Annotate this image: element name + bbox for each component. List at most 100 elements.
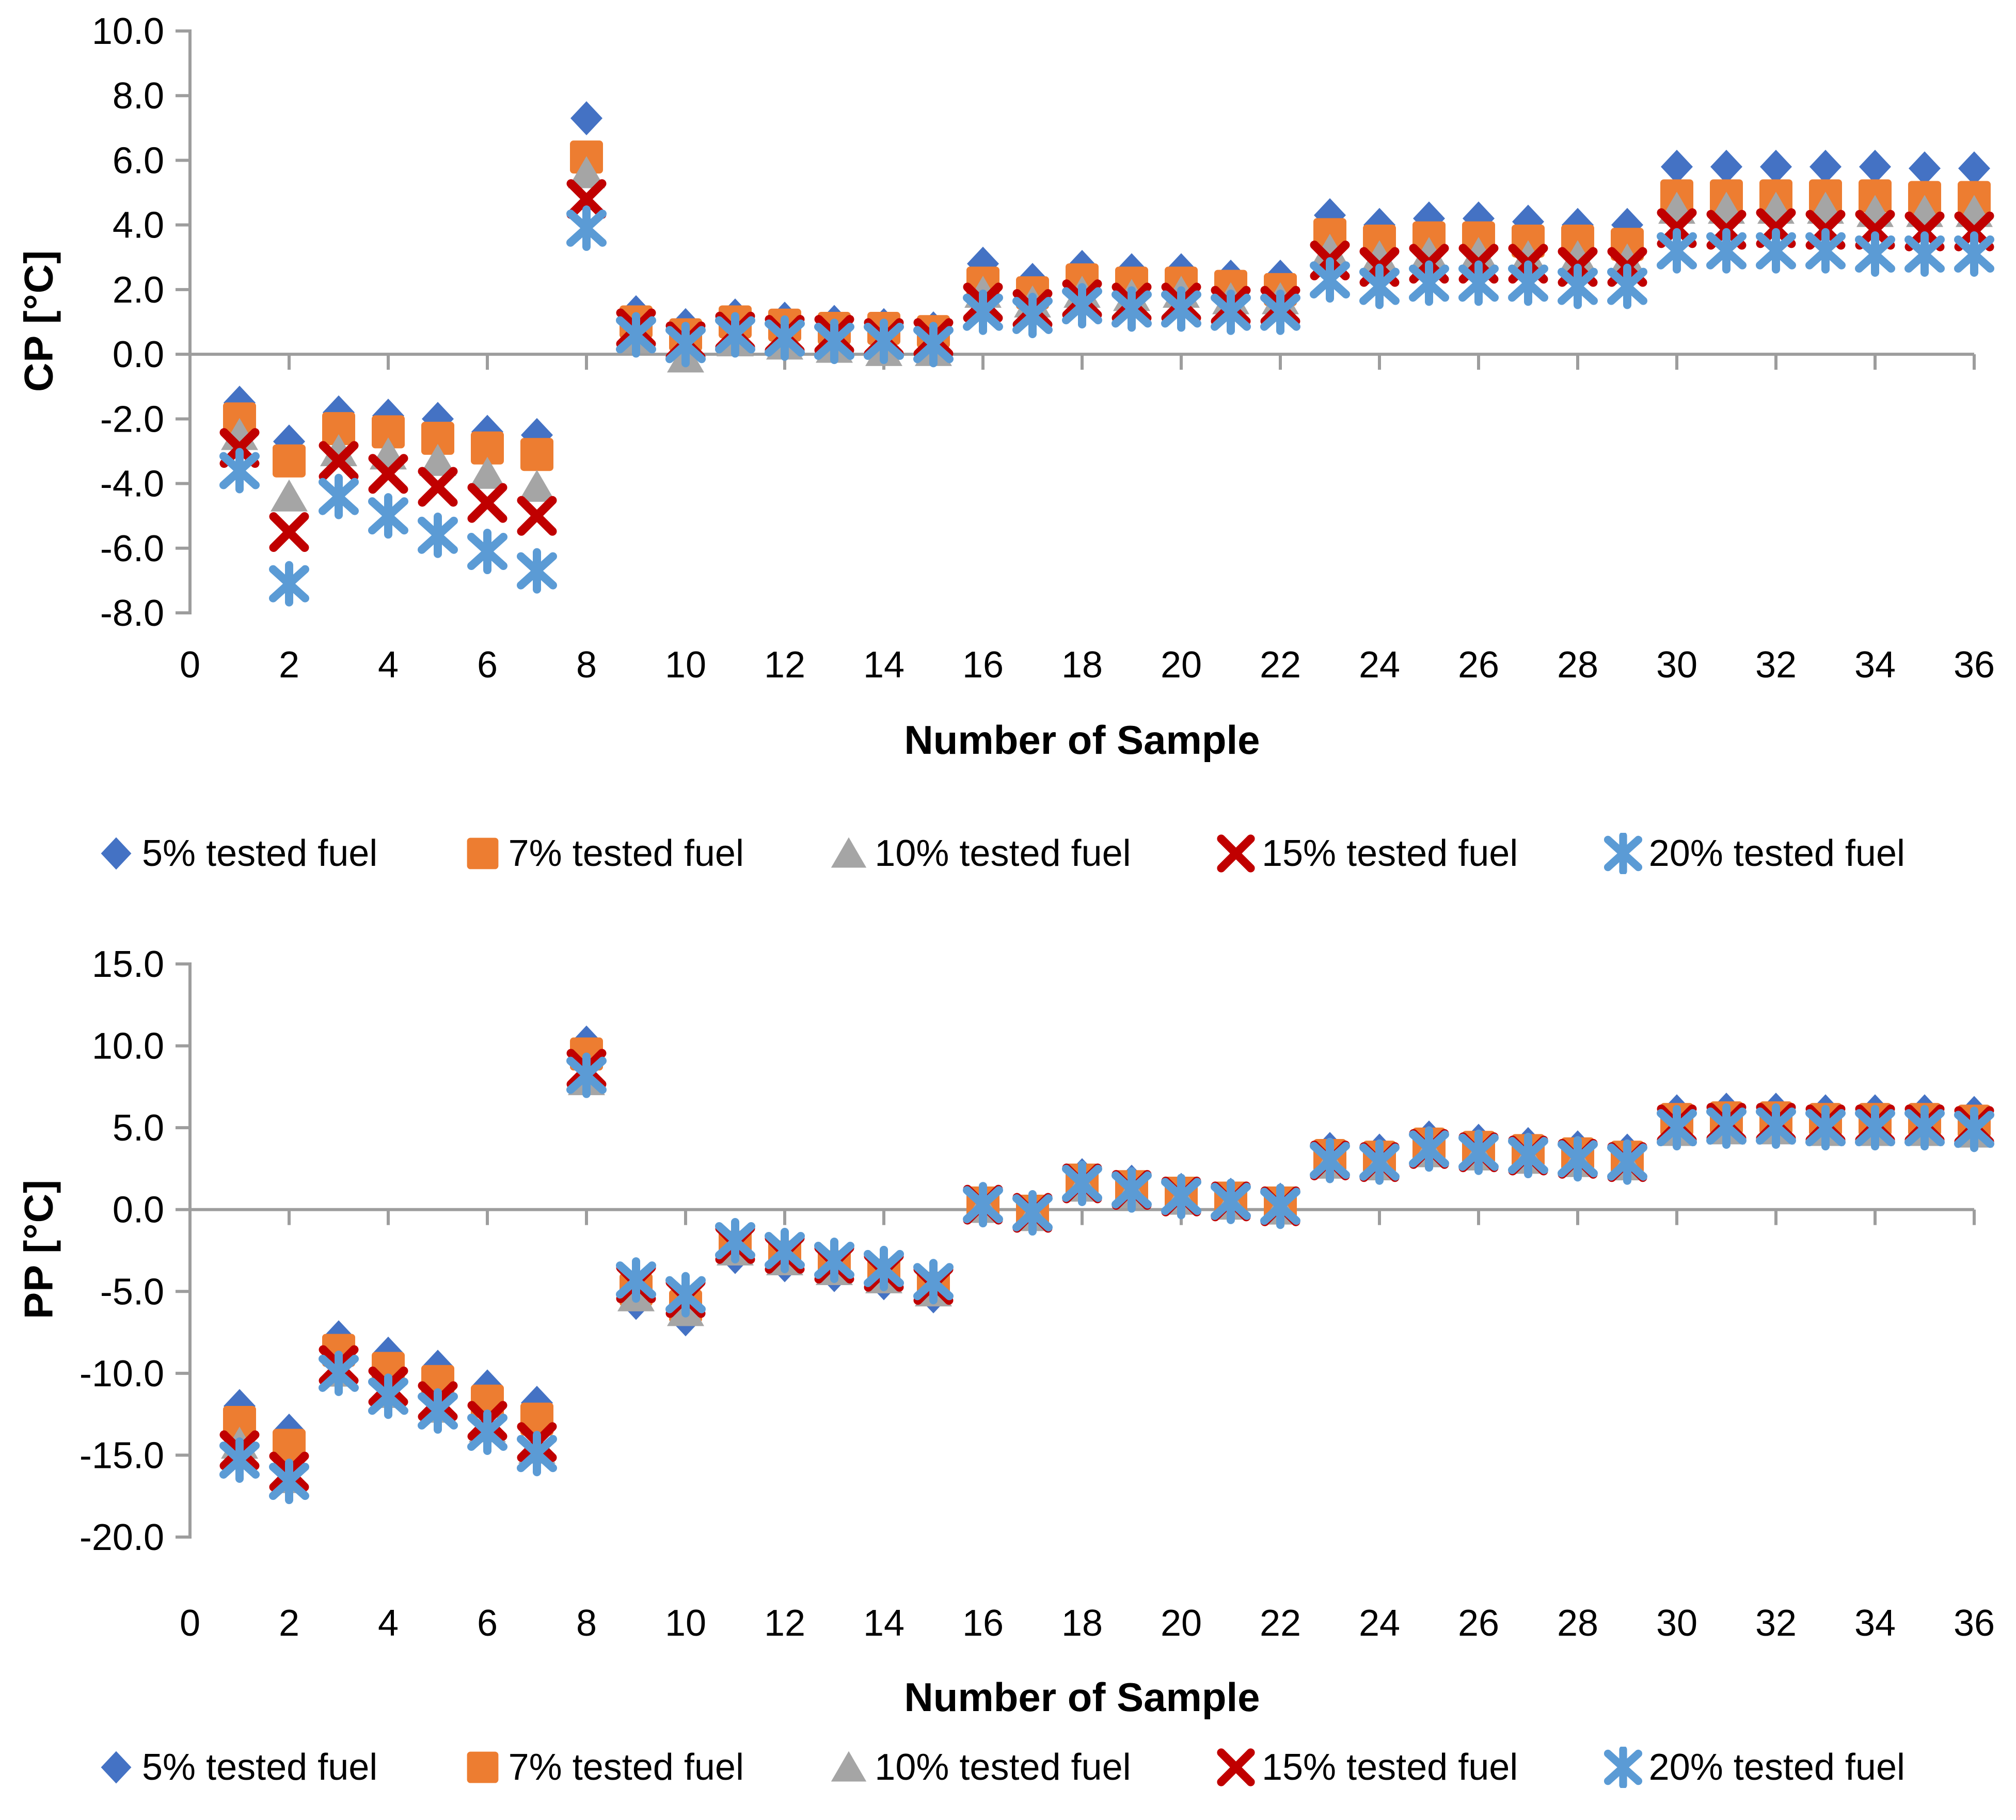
data-point-diamond xyxy=(101,1751,132,1784)
data-point-asterisk xyxy=(517,548,557,594)
y-tick-label: -5.0 xyxy=(100,1271,164,1312)
x-tick-label: 36 xyxy=(1954,644,1995,686)
data-point-x xyxy=(1217,834,1255,873)
data-point-triangle xyxy=(1510,240,1547,273)
data-point-asterisk xyxy=(1458,260,1499,306)
legend-item-5pct[interactable]: 5% tested fuel xyxy=(96,832,377,875)
series-5%-tested-fuel xyxy=(224,1025,1990,1448)
data-point-square xyxy=(471,431,504,465)
data-point-asterisk xyxy=(1904,1105,1945,1151)
data-point-square xyxy=(273,444,306,478)
data-point-asterisk xyxy=(1062,283,1102,329)
x-tick-label: 0 xyxy=(180,1603,200,1644)
x-tick-label: 24 xyxy=(1359,1603,1400,1644)
data-point-asterisk xyxy=(1855,231,1895,277)
data-point-triangle xyxy=(568,156,605,188)
legend-item-20pct[interactable]: 20% tested fuel xyxy=(1602,832,1905,875)
x-tick-label: 32 xyxy=(1755,1603,1797,1644)
data-point-square xyxy=(372,415,405,449)
legend-item-15pct[interactable]: 15% tested fuel xyxy=(1215,832,1518,875)
x-tick-label: 0 xyxy=(180,644,200,686)
data-point-asterisk xyxy=(517,1431,557,1477)
y-tick-label: -4.0 xyxy=(100,464,164,505)
legend-item-7pct[interactable]: 7% tested fuel xyxy=(462,1746,744,1789)
data-point-triangle xyxy=(1460,237,1497,270)
x-marker-icon xyxy=(1215,833,1257,874)
data-point-asterisk xyxy=(1607,263,1647,309)
data-point-x xyxy=(1217,1748,1255,1786)
data-point-asterisk xyxy=(1904,231,1945,277)
x-tick-label: 22 xyxy=(1260,1603,1301,1644)
data-point-asterisk xyxy=(1756,1103,1796,1149)
legend-item-10pct[interactable]: 10% tested fuel xyxy=(828,1746,1131,1789)
data-point-asterisk xyxy=(715,312,755,358)
square-marker-icon xyxy=(462,1747,503,1788)
y-tick-label: 0.0 xyxy=(113,1190,164,1231)
data-point-asterisk xyxy=(814,319,854,365)
legend-bottom: 5% tested fuel 7% tested fuel 10% tested… xyxy=(96,1739,1905,1796)
data-point-diamond xyxy=(570,101,602,136)
x-tick-label: 10 xyxy=(665,1603,706,1644)
data-point-asterisk xyxy=(1012,1190,1053,1236)
data-point-asterisk xyxy=(814,1238,854,1284)
y-tick-label: -15.0 xyxy=(80,1435,164,1476)
legend-item-20pct[interactable]: 20% tested fuel xyxy=(1602,1746,1905,1789)
x-tick-label: 30 xyxy=(1656,1603,1697,1644)
pp-plot-area: 15.010.05.00.0-5.0-10.0-15.0-20.00 2 4 6 8 10… xyxy=(80,944,1995,1644)
legend-item-label: 10% tested fuel xyxy=(875,1747,1131,1788)
data-point-asterisk xyxy=(1112,1167,1152,1213)
legend-item-label: 5% tested fuel xyxy=(142,833,378,874)
x-tick-label: 2 xyxy=(279,1603,299,1644)
x-tick-label: 4 xyxy=(378,644,399,686)
data-point-asterisk xyxy=(963,289,1003,335)
data-point-asterisk xyxy=(1062,1160,1102,1206)
x-tick-label: 20 xyxy=(1161,644,1202,686)
data-point-asterisk xyxy=(1211,1178,1251,1224)
data-point-asterisk xyxy=(963,1182,1003,1228)
data-point-asterisk xyxy=(765,315,805,361)
x-tick-label: 4 xyxy=(378,1603,399,1644)
data-point-asterisk xyxy=(913,1259,954,1305)
data-point-asterisk xyxy=(1161,286,1201,332)
data-point-triangle xyxy=(1609,243,1646,276)
cp-plot-area: 10.08.06.04.02.00.0-2.0-4.0-6.0-8.00 2 4 6 8… xyxy=(92,11,1995,686)
data-point-diamond xyxy=(1661,149,1693,184)
series-20%-tested-fuel xyxy=(219,1052,1994,1505)
y-tick-label: -10.0 xyxy=(80,1353,164,1395)
triangle-marker-icon xyxy=(828,833,869,874)
y-tick-label: 15.0 xyxy=(92,944,164,985)
data-point-asterisk xyxy=(1805,1105,1846,1151)
y-tick-label: 5.0 xyxy=(113,1107,164,1149)
data-point-triangle xyxy=(419,444,456,476)
x-tick-label: 2 xyxy=(279,644,299,686)
data-point-asterisk xyxy=(1508,1133,1548,1179)
legend-item-10pct[interactable]: 10% tested fuel xyxy=(828,832,1131,875)
y-tick-label: -8.0 xyxy=(100,593,164,634)
data-point-triangle xyxy=(1311,233,1348,266)
data-point-asterisk xyxy=(665,322,706,368)
legend-item-15pct[interactable]: 15% tested fuel xyxy=(1215,1746,1518,1789)
data-point-asterisk xyxy=(765,1228,805,1273)
x-tick-label: 36 xyxy=(1954,1603,1995,1644)
x-tick-label: 12 xyxy=(764,644,805,686)
legend-item-7pct[interactable]: 7% tested fuel xyxy=(462,832,744,875)
legend-item-5pct[interactable]: 5% tested fuel xyxy=(96,1746,377,1789)
data-point-asterisk xyxy=(467,1410,507,1455)
data-point-square xyxy=(322,412,355,446)
x-tick-label: 32 xyxy=(1755,644,1797,686)
data-point-asterisk xyxy=(1558,1136,1598,1182)
x-tick-label: 26 xyxy=(1458,644,1499,686)
data-point-asterisk xyxy=(1012,292,1053,338)
data-point-triangle xyxy=(831,1751,867,1782)
data-point-asterisk xyxy=(368,493,408,539)
y-tick-label: 10.0 xyxy=(92,11,164,52)
data-point-asterisk xyxy=(1359,263,1400,309)
x-tick-label: 26 xyxy=(1458,1603,1499,1644)
data-point-asterisk xyxy=(1508,260,1548,306)
y-tick-label: 6.0 xyxy=(113,140,164,181)
data-point-triangle xyxy=(1410,237,1448,270)
pp-x-axis-title: Number of Sample xyxy=(904,1674,1260,1720)
series-10%-tested-fuel xyxy=(221,156,1993,512)
data-point-diamond xyxy=(1958,151,1990,186)
x-tick-label: 8 xyxy=(576,1603,597,1644)
